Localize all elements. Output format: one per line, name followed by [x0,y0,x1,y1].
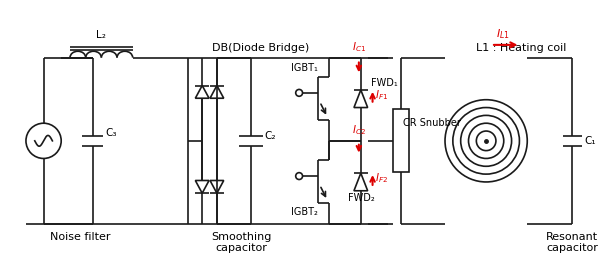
Text: Noise filter: Noise filter [49,232,110,242]
Text: $I_{L1}$: $I_{L1}$ [496,27,510,41]
Text: FWD₁: FWD₁ [371,78,397,88]
Text: $I_{C2}$: $I_{C2}$ [352,123,366,137]
Text: C₃: C₃ [106,128,117,138]
Text: C₂: C₂ [265,131,276,141]
Text: IGBT₂: IGBT₂ [290,207,317,217]
Text: $I_{F1}$: $I_{F1}$ [375,88,388,102]
Text: CR Snubber: CR Snubber [403,118,461,128]
Text: L1 : Heating coil: L1 : Heating coil [476,43,567,53]
Text: C₁: C₁ [584,136,596,146]
Text: L₂: L₂ [96,30,106,40]
Text: FWD₂: FWD₂ [348,193,375,203]
Text: Resonant
capacitor: Resonant capacitor [546,232,598,253]
Text: IGBT₁: IGBT₁ [290,63,317,73]
Text: $I_{F2}$: $I_{F2}$ [375,171,387,185]
Text: $I_{C1}$: $I_{C1}$ [352,40,366,54]
Text: DB(Diode Bridge): DB(Diode Bridge) [212,43,309,53]
Text: Smoothing
capacitor: Smoothing capacitor [211,232,271,253]
Bar [393,109,409,172]
